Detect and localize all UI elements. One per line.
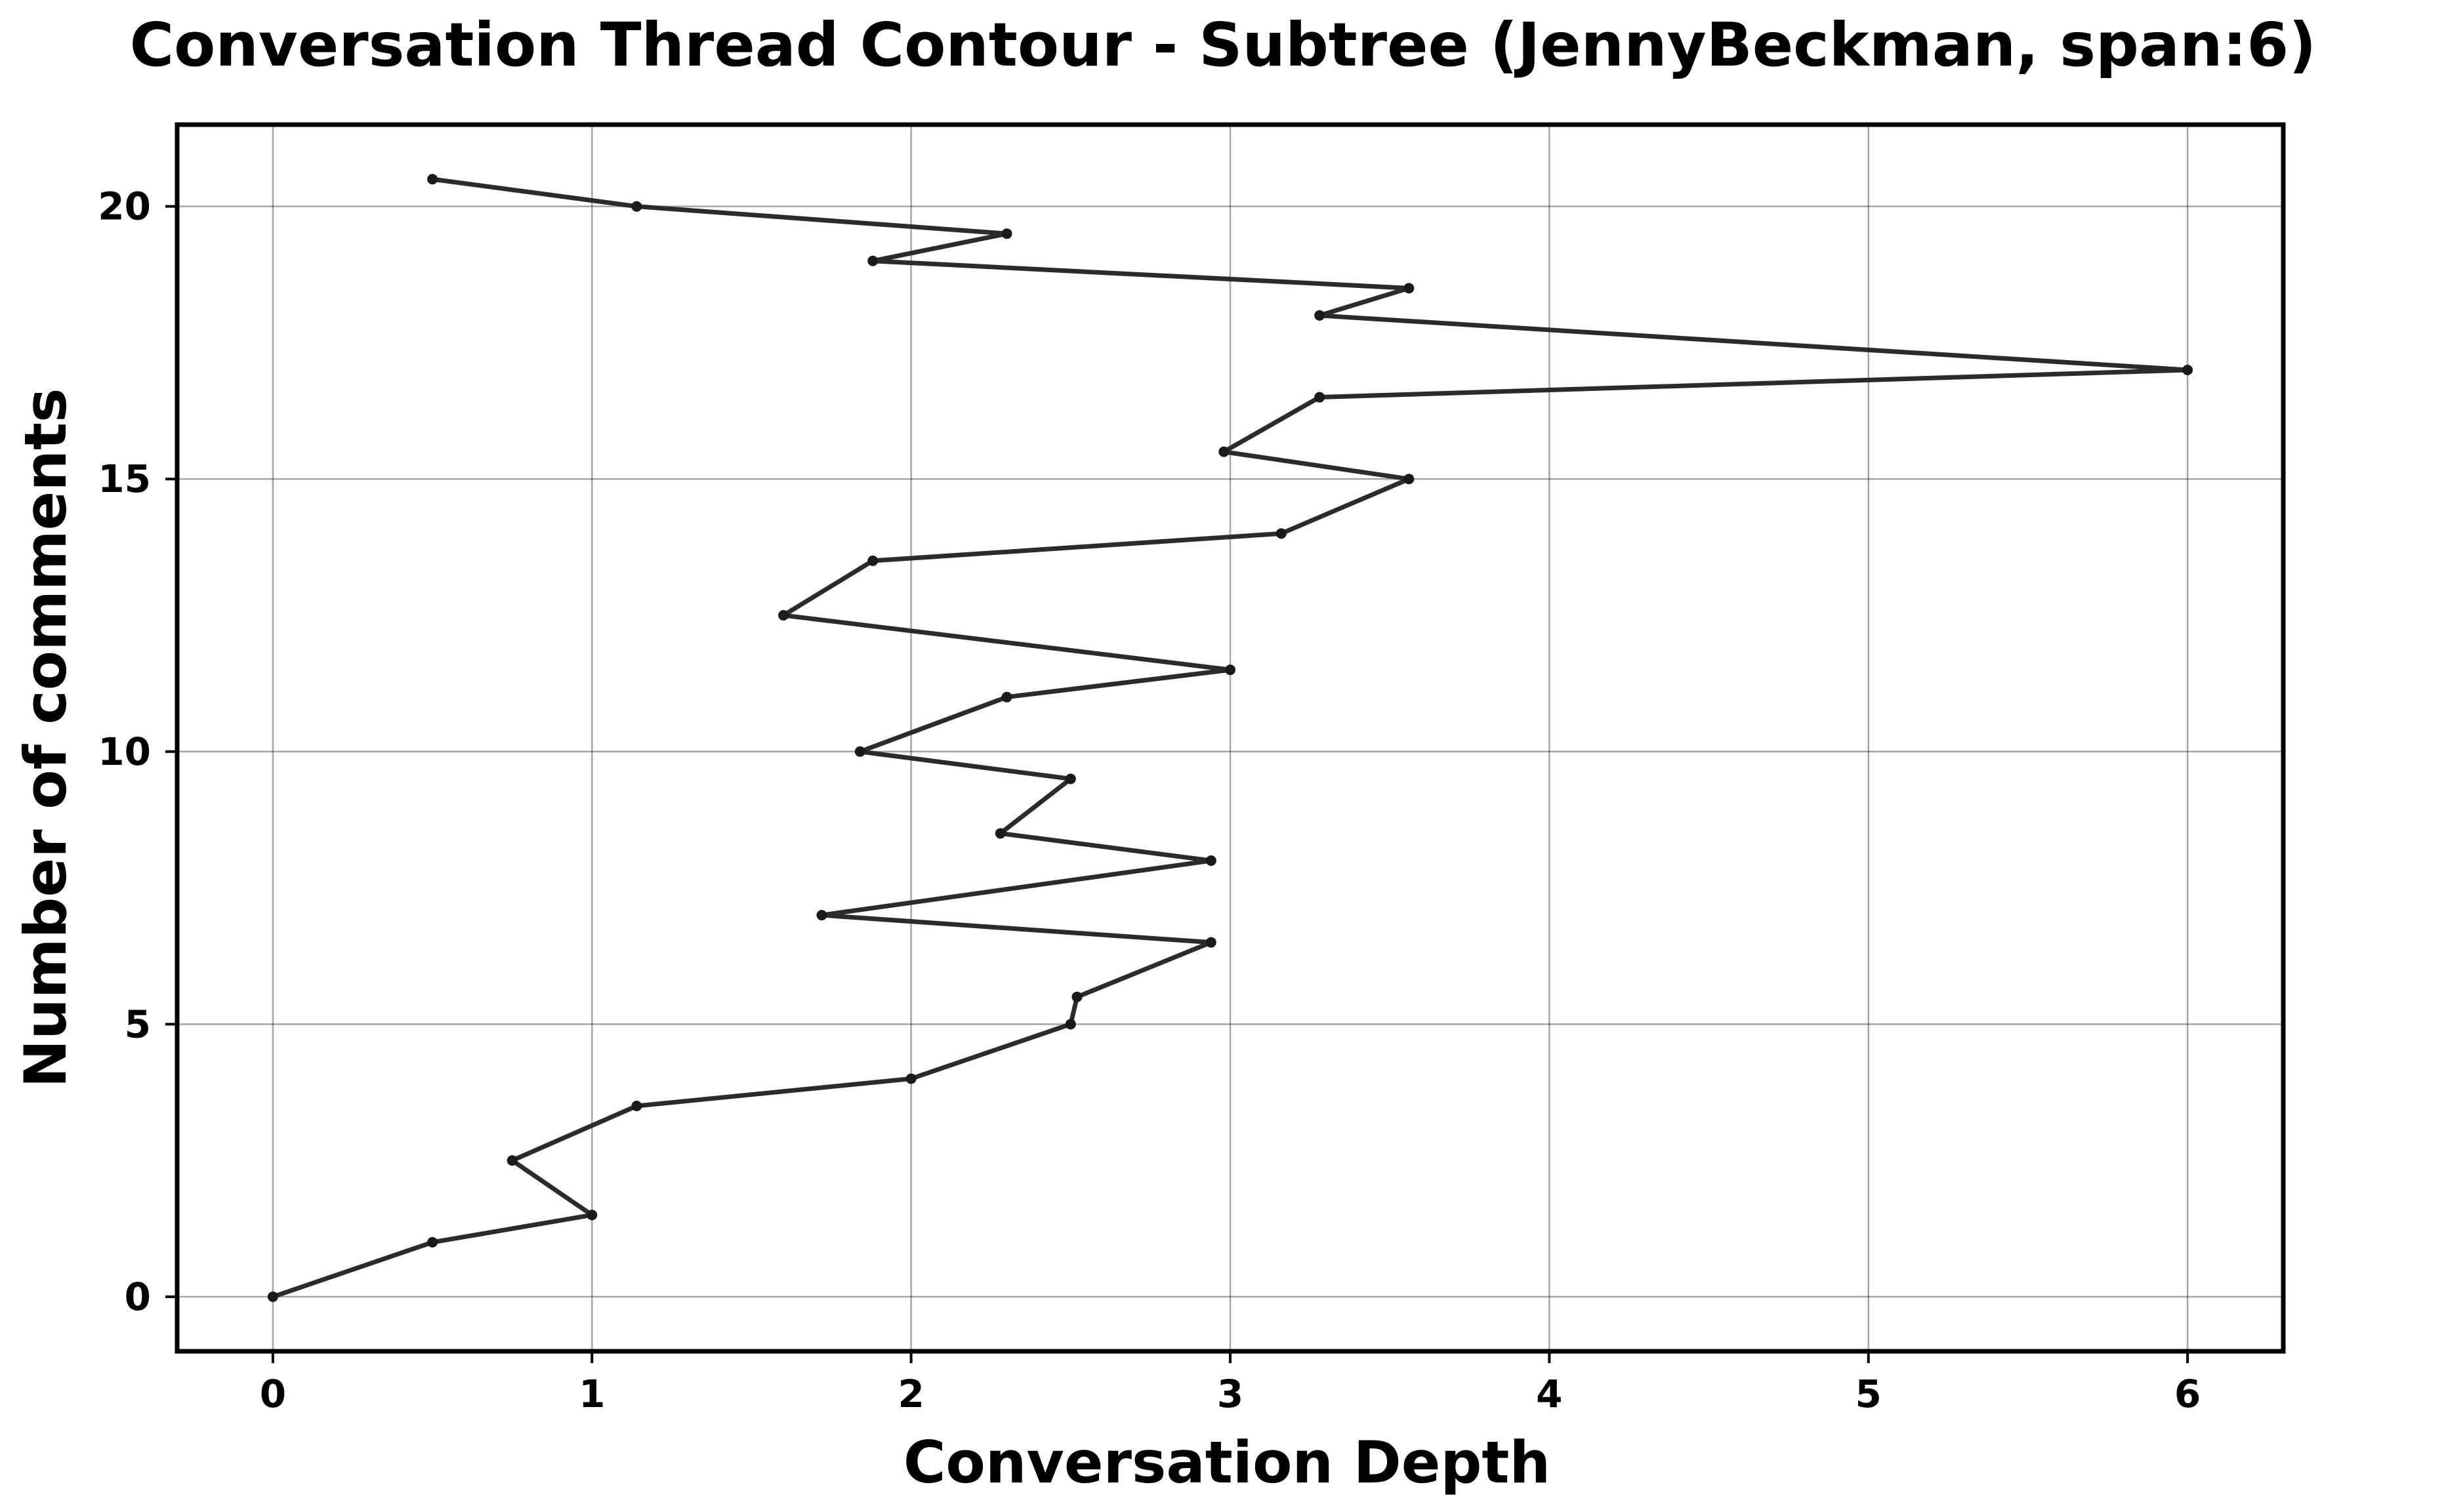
data-point xyxy=(267,1291,278,1302)
data-point xyxy=(1314,392,1325,403)
data-point xyxy=(1071,991,1083,1002)
data-point xyxy=(1218,446,1230,457)
data-point xyxy=(867,255,879,266)
chart-title: Conversation Thread Contour - Subtree (J… xyxy=(130,10,2317,80)
data-point xyxy=(1001,691,1012,703)
y-tick-label: 0 xyxy=(125,1275,151,1319)
x-tick-label: 3 xyxy=(1217,1372,1243,1416)
data-point xyxy=(1065,773,1076,785)
data-point xyxy=(587,1210,598,1221)
data-point xyxy=(778,610,789,621)
x-axis-label: Conversation Depth xyxy=(903,1429,1550,1496)
axis-ticks: 0 1 2 3 4 5 6 0 5 10 15 20 xyxy=(98,184,2201,1416)
data-points xyxy=(267,174,2193,1302)
data-point xyxy=(995,828,1006,839)
y-tick-label: 5 xyxy=(125,1002,151,1046)
data-point xyxy=(1001,228,1012,239)
data-point xyxy=(427,1236,438,1248)
x-tick-label: 6 xyxy=(2174,1372,2201,1416)
y-tick-label: 10 xyxy=(98,729,151,774)
data-point xyxy=(1403,283,1415,294)
data-point xyxy=(2182,365,2193,375)
data-point xyxy=(507,1155,518,1166)
data-point xyxy=(1275,528,1287,539)
plot-frame xyxy=(175,122,2286,1354)
data-point xyxy=(854,746,865,757)
x-tick-label: 1 xyxy=(579,1372,605,1416)
data-point xyxy=(1314,310,1325,321)
data-point xyxy=(1205,855,1216,866)
data-point xyxy=(867,555,879,566)
data-point xyxy=(1225,664,1235,676)
grid-lines xyxy=(177,125,2283,1351)
data-point xyxy=(1065,1019,1076,1030)
y-tick-label: 20 xyxy=(98,184,151,229)
x-tick-label: 2 xyxy=(898,1372,924,1416)
data-point xyxy=(1205,937,1216,948)
data-point xyxy=(1403,474,1415,485)
data-point xyxy=(631,201,642,212)
y-axis-label: Number of comments xyxy=(12,388,79,1088)
x-tick-label: 5 xyxy=(1855,1372,1882,1416)
x-tick-label: 4 xyxy=(1536,1372,1562,1416)
data-point xyxy=(631,1101,642,1111)
data-point xyxy=(427,174,438,185)
data-point xyxy=(816,910,827,921)
x-tick-label: 0 xyxy=(260,1372,286,1416)
data-point xyxy=(905,1073,917,1084)
y-tick-label: 15 xyxy=(98,457,151,501)
